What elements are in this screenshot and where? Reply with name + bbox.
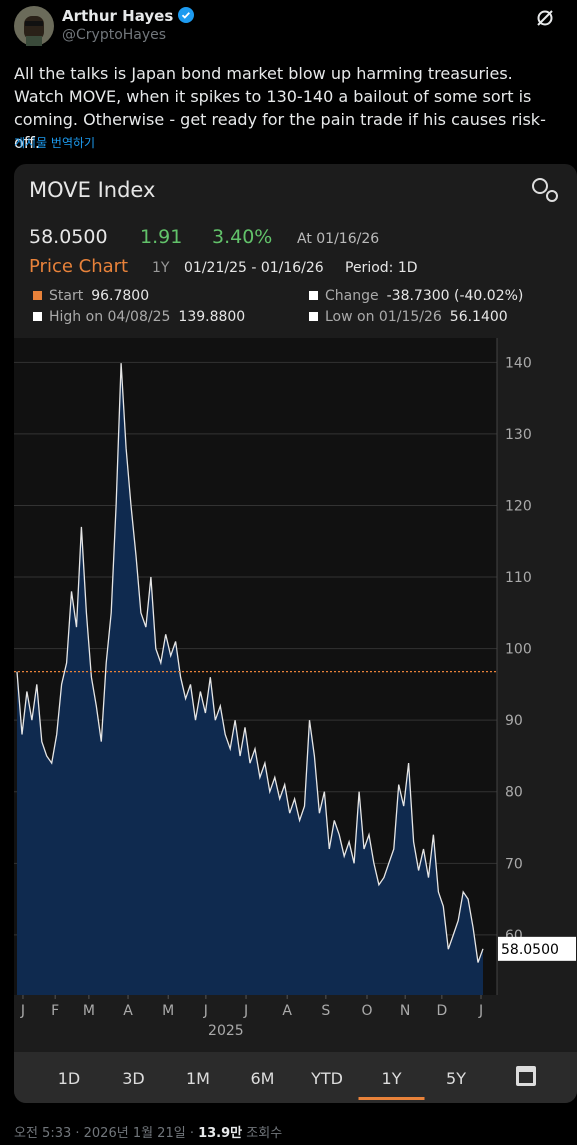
verified-badge xyxy=(178,7,195,23)
last-price-label: 58.0500 xyxy=(501,942,559,958)
stat-label: Change xyxy=(325,288,379,304)
x-tick-label: A xyxy=(123,1003,133,1019)
x-tick-label: N xyxy=(400,1003,410,1019)
x-tick-label: S xyxy=(321,1003,330,1019)
author-handle[interactable]: @CryptoHayes xyxy=(62,27,167,43)
price-change: 1.91 xyxy=(140,226,182,248)
settings-icon[interactable] xyxy=(532,178,558,202)
period-tab[interactable]: 6M xyxy=(251,1069,275,1088)
tweet-text: All the talks is Japan bond market blow … xyxy=(14,64,546,152)
last-price-box xyxy=(498,936,576,961)
x-tick-label: J xyxy=(478,1003,483,1019)
y-tick-label: 90 xyxy=(505,713,523,729)
tab-bar xyxy=(14,1052,577,1103)
view-label: 조회수 xyxy=(246,1126,283,1141)
translate-link[interactable]: 게시물 번역하기 xyxy=(14,136,96,150)
period-tab[interactable]: 5Y xyxy=(446,1069,466,1088)
period-tab[interactable]: 1M xyxy=(186,1069,210,1088)
stat-marker xyxy=(309,291,318,300)
y-tick-label: 120 xyxy=(505,498,532,514)
chart-label: Price Chart xyxy=(29,256,128,277)
stat-value: -38.7300 (-40.02%) xyxy=(387,288,524,304)
y-tick-label: 100 xyxy=(505,642,532,658)
y-tick-label: 80 xyxy=(505,785,523,801)
period-tab[interactable]: 1Y xyxy=(382,1069,402,1088)
avatar[interactable] xyxy=(14,6,54,46)
x-tick-label: J xyxy=(243,1003,248,1019)
period-code: 1Y xyxy=(152,260,170,276)
y-tick-label: 140 xyxy=(505,355,532,371)
stat-marker xyxy=(33,291,42,300)
stat-label: Low on 01/15/26 xyxy=(325,309,442,325)
price-change-pct: 3.40% xyxy=(212,226,272,248)
grok-icon[interactable] xyxy=(535,8,555,28)
chart-widget: MOVE Index 58.0500 1.91 3.40% At 01/16/2… xyxy=(14,178,577,1103)
widget-title: MOVE Index xyxy=(29,178,155,202)
stat-marker xyxy=(33,312,42,321)
calendar-icon[interactable] xyxy=(516,1066,536,1086)
stat-value: 56.1400 xyxy=(450,309,508,325)
stat-label: High on 04/08/25 xyxy=(49,309,170,325)
y-tick-label: 70 xyxy=(505,856,523,872)
active-tab-underline xyxy=(358,1097,425,1100)
y-tick-label: 130 xyxy=(505,427,532,443)
x-tick-label: M xyxy=(83,1003,95,1019)
view-count: 13.9만 xyxy=(198,1126,243,1141)
x-tick-label: O xyxy=(361,1003,372,1019)
embedded-image: MOVE Index 58.0500 1.91 3.40% At 01/16/2… xyxy=(14,164,577,1103)
x-tick-label: D xyxy=(436,1003,447,1019)
x-tick-label: M xyxy=(162,1003,174,1019)
stat-marker xyxy=(309,312,318,321)
area xyxy=(17,363,483,995)
stat-value: 139.8800 xyxy=(178,309,245,325)
x-tick-label: J xyxy=(203,1003,208,1019)
date-range: 01/21/25 - 01/16/26 xyxy=(184,260,324,276)
author-name[interactable]: Arthur Hayes xyxy=(62,7,195,25)
author-name-text: Arthur Hayes xyxy=(62,7,174,25)
price: 58.0500 xyxy=(29,226,108,248)
x-tick-label: J xyxy=(20,1003,25,1019)
x-tick-label: A xyxy=(282,1003,292,1019)
period-tab[interactable]: 3D xyxy=(122,1069,145,1088)
period-tab[interactable]: 1D xyxy=(58,1069,81,1088)
stat-label: Start xyxy=(49,288,84,304)
x-tick-label: F xyxy=(51,1003,59,1019)
timestamp: 오전 5:33 · 2026년 1월 21일 · xyxy=(14,1126,194,1141)
line xyxy=(16,363,484,963)
stat-value: 96.7800 xyxy=(91,288,149,304)
x-axis-label: 2025 xyxy=(208,1023,244,1039)
tweet-footer: 오전 5:33 · 2026년 1월 21일 · 13.9만 조회수 xyxy=(14,1122,282,1141)
as-of-date: At 01/16/26 xyxy=(297,231,379,247)
period: Period: 1D xyxy=(345,260,418,276)
period-tab[interactable]: YTD xyxy=(310,1069,343,1088)
y-tick-label: 110 xyxy=(505,570,532,586)
